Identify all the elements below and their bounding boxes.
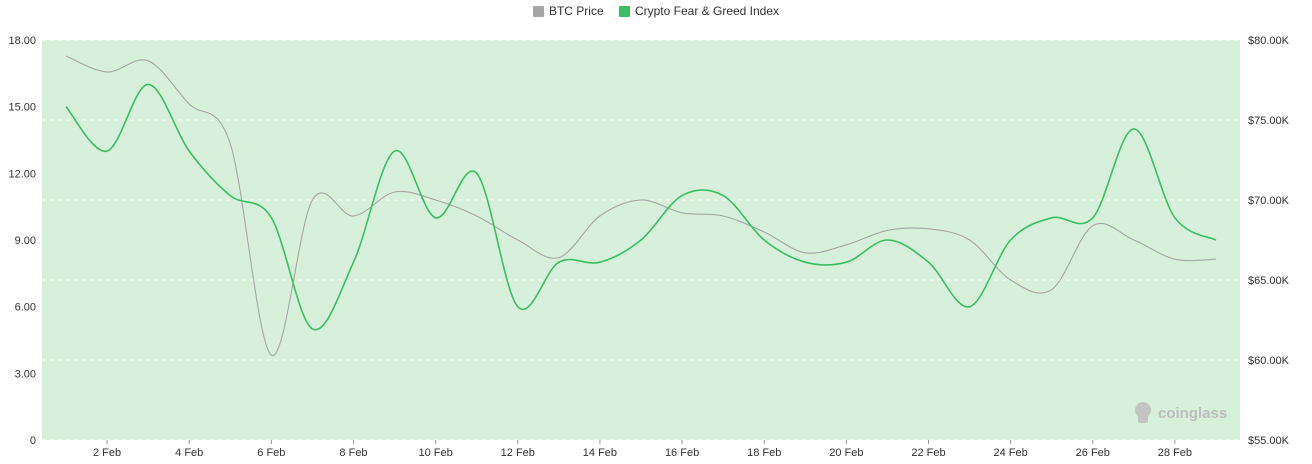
series-lines — [65, 55, 1217, 356]
x-tick-label: 28 Feb — [1158, 447, 1192, 459]
coinglass-logo-icon — [1135, 402, 1151, 418]
y-left-tick-label: 18.00 — [8, 35, 36, 47]
y-left-tick-label: 3.00 — [15, 368, 36, 380]
y-left-tick-label: 9.00 — [15, 235, 36, 247]
x-tick-label: 6 Feb — [257, 447, 285, 459]
y-right-tick-label: $75.00K — [1248, 115, 1290, 127]
legend-item-fear-greed[interactable]: Crypto Fear & Greed Index — [618, 4, 780, 18]
y-left-tick-label: 0 — [30, 435, 36, 447]
y-right-tick-label: $55.00K — [1248, 435, 1290, 447]
chart-legend: BTC Price Crypto Fear & Greed Index — [0, 4, 1312, 20]
y-right-tick-label: $70.00K — [1248, 195, 1290, 207]
x-tick-label: 20 Feb — [829, 447, 863, 459]
x-tick-label: 4 Feb — [175, 447, 203, 459]
watermark: coinglass — [1135, 402, 1227, 423]
legend-swatch-btc-price — [532, 5, 544, 17]
legend-item-btc-price[interactable]: BTC Price — [532, 4, 604, 18]
watermark-text: coinglass — [1158, 405, 1227, 422]
x-tick-label: 2 Feb — [93, 447, 121, 459]
legend-label-fear-greed: Crypto Fear & Greed Index — [634, 4, 780, 18]
y-right-tick-label: $65.00K — [1248, 275, 1290, 287]
x-tick-label: 26 Feb — [1076, 447, 1110, 459]
x-axis: 2 Feb 4 Feb 6 Feb 8 Feb 10 Feb 12 Feb 14 Feb 16… — [93, 440, 1192, 459]
y-left-tick-label: 12.00 — [8, 168, 36, 180]
btc-price-line — [65, 55, 1217, 356]
y-right-tick-label: $60.00K — [1248, 355, 1290, 367]
x-tick-label: 8 Feb — [339, 447, 367, 459]
y-axis-right: $55.00K $60.00K $65.00K $70.00K $75.00K $80.0… — [1248, 35, 1290, 447]
y-axis-left: 0 3.00 6.00 9.00 12.00 15.00 18.00 — [8, 35, 36, 447]
legend-swatch-fear-greed — [618, 5, 630, 17]
legend-label-btc-price: BTC Price — [548, 4, 604, 18]
coinglass-logo-base — [1138, 414, 1148, 423]
y-left-tick-label: 6.00 — [15, 302, 36, 314]
x-tick-label: 16 Feb — [665, 447, 699, 459]
x-tick-label: 10 Feb — [419, 447, 453, 459]
x-tick-label: 18 Feb — [747, 447, 781, 459]
x-tick-label: 22 Feb — [911, 447, 945, 459]
x-tick-label: 24 Feb — [994, 447, 1028, 459]
x-tick-label: 12 Feb — [501, 447, 535, 459]
x-tick-label: 14 Feb — [583, 447, 617, 459]
y-right-tick-label: $80.00K — [1248, 35, 1290, 47]
fear-greed-line — [65, 83, 1217, 331]
y-left-tick-label: 15.00 — [8, 102, 36, 114]
